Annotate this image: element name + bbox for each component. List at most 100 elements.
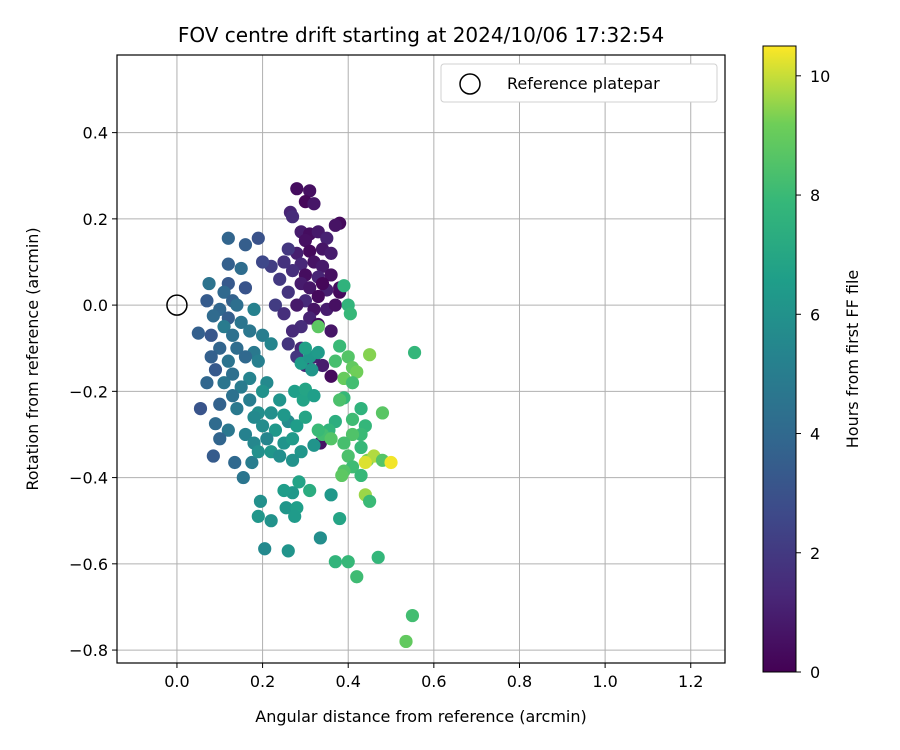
- data-point: [324, 432, 338, 446]
- data-point: [407, 345, 422, 360]
- data-point: [341, 449, 355, 463]
- data-point: [217, 376, 231, 390]
- data-point: [226, 389, 240, 403]
- data-point: [277, 483, 291, 498]
- data-point: [221, 231, 235, 245]
- data-point: [363, 348, 377, 362]
- data-point: [217, 320, 231, 334]
- data-point: [305, 363, 319, 377]
- data-point: [255, 328, 270, 342]
- data-point: [285, 264, 300, 278]
- data-point: [354, 440, 368, 454]
- data-point: [264, 514, 278, 528]
- data-point: [285, 453, 300, 467]
- data-point: [277, 255, 291, 269]
- data-point: [277, 307, 291, 321]
- colorbar: 0 2 4 6 8 10 Hours from first FF file: [762, 45, 862, 682]
- data-point: [303, 281, 317, 295]
- data-point: [298, 410, 312, 424]
- colorbar-tick-label: 10: [810, 67, 830, 86]
- data-point: [298, 233, 312, 248]
- colorbar-ticks: 0 2 4 6 8 10: [796, 67, 830, 682]
- legend-label: Reference platepar: [507, 74, 660, 93]
- data-point: [296, 393, 310, 407]
- data-point: [399, 634, 413, 649]
- data-point: [221, 257, 235, 271]
- data-point: [273, 449, 287, 463]
- data-point: [251, 354, 265, 368]
- data-point: [324, 369, 338, 383]
- legend: Reference platepar: [440, 63, 718, 103]
- data-point: [234, 380, 248, 394]
- colorbar-tick-label: 4: [810, 425, 820, 444]
- data-point: [260, 432, 274, 446]
- data-point: [238, 427, 253, 442]
- data-point: [238, 350, 253, 364]
- data-point: [288, 384, 302, 398]
- data-point: [303, 184, 317, 198]
- x-axis-ticks: 0.0 0.2 0.4 0.6 0.8 1.0 1.2: [164, 663, 703, 691]
- data-point: [234, 315, 248, 329]
- data-point: [333, 511, 347, 526]
- data-point: [333, 339, 347, 353]
- colorbar-tick-label: 6: [810, 305, 820, 324]
- data-point: [405, 608, 420, 623]
- data-point: [258, 542, 272, 556]
- data-point: [303, 244, 317, 258]
- data-point: [290, 419, 304, 433]
- plot-frame: [116, 54, 726, 664]
- colorbar-tick-label: 2: [810, 544, 820, 563]
- data-point: [311, 320, 325, 334]
- data-point: [288, 509, 302, 523]
- data-point: [315, 358, 330, 373]
- chart-title: FOV centre drift starting at 2024/10/06 …: [178, 23, 664, 47]
- data-point: [335, 468, 349, 483]
- data-point: [337, 436, 351, 450]
- data-point: [311, 423, 325, 437]
- colorbar-gradient: [762, 45, 797, 673]
- data-point: [268, 298, 283, 312]
- data-point: [273, 393, 287, 407]
- data-point: [213, 341, 227, 355]
- data-point: [206, 309, 220, 323]
- data-point: [279, 501, 293, 515]
- data-point: [315, 259, 330, 273]
- data-point: [345, 376, 360, 390]
- data-point: [200, 376, 214, 390]
- data-point: [191, 326, 205, 340]
- x-tick-label: 1.0: [592, 672, 617, 691]
- grid-lines: [117, 55, 725, 663]
- data-point: [285, 324, 300, 338]
- data-point: [350, 365, 364, 379]
- data-point: [230, 298, 244, 312]
- data-point: [345, 412, 360, 426]
- data-point: [208, 363, 223, 377]
- data-point: [350, 570, 364, 584]
- data-point: [213, 432, 227, 446]
- data-point: [320, 231, 334, 245]
- data-point: [264, 337, 278, 351]
- data-point: [363, 494, 377, 508]
- data-point: [324, 246, 338, 260]
- data-point: [273, 272, 287, 286]
- y-tick-label: 0.4: [83, 124, 108, 143]
- y-tick-label: −0.8: [69, 641, 108, 660]
- data-point: [251, 231, 265, 245]
- data-point: [234, 261, 248, 276]
- x-tick-label: 0.4: [335, 672, 360, 691]
- data-point: [324, 488, 338, 502]
- data-point: [226, 328, 240, 342]
- data-point: [206, 449, 220, 463]
- colorbar-tick-label: 8: [810, 186, 820, 205]
- data-point: [264, 406, 278, 420]
- y-tick-label: 0.0: [83, 296, 108, 315]
- data-point: [255, 419, 270, 433]
- data-point: [268, 423, 283, 437]
- data-point: [358, 455, 372, 470]
- data-point: [303, 483, 317, 498]
- data-point: [243, 371, 257, 386]
- legend-box: [440, 63, 718, 103]
- data-point: [277, 408, 291, 422]
- data-point: [375, 406, 390, 420]
